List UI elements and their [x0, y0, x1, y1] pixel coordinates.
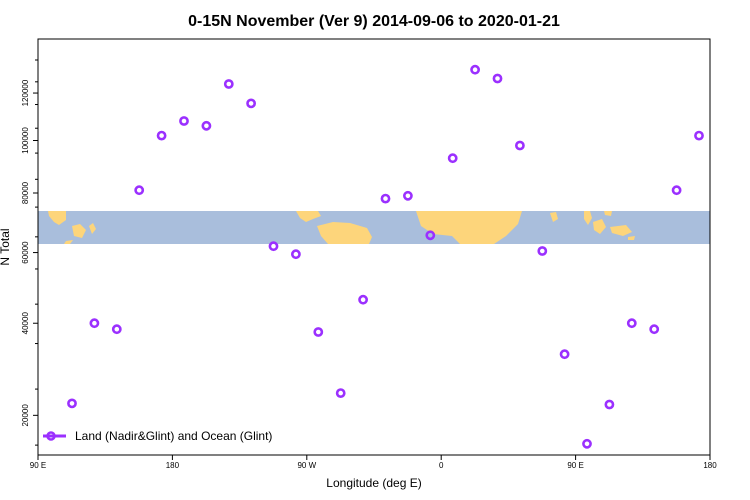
data-point	[335, 388, 346, 398]
y-tick-label: 100000	[21, 127, 30, 154]
data-point	[671, 185, 682, 196]
legend-label: Land (Nadir&Glint) and Ocean (Glint)	[75, 429, 272, 443]
data-point	[515, 140, 525, 151]
data-point	[537, 246, 548, 256]
data-point	[201, 120, 212, 131]
land-shapes	[48, 211, 635, 244]
y-tick-label: 40000	[21, 312, 30, 335]
data-point	[156, 130, 167, 141]
data-point	[582, 438, 592, 449]
chart-title: 0-15N November (Ver 9) 2014-09-06 to 202…	[188, 13, 560, 30]
data-point	[111, 324, 122, 335]
data-point	[470, 64, 480, 75]
data-point	[313, 327, 324, 337]
legend-marker-icon	[46, 431, 56, 441]
x-tick-label: 180	[166, 461, 180, 470]
data-point	[649, 324, 660, 335]
data-point	[425, 230, 436, 241]
data-point	[246, 98, 256, 109]
data-point	[179, 116, 189, 126]
data-point	[380, 193, 391, 204]
x-axis: 90 E 180 90 W 0 90 E 180	[30, 454, 717, 470]
data-point	[223, 79, 234, 89]
data-point	[89, 318, 100, 329]
data-points	[67, 64, 704, 449]
legend: Land (Nadir&Glint) and Ocean (Glint)	[43, 429, 272, 443]
y-tick-label: 60000	[21, 241, 30, 264]
data-point	[268, 241, 279, 252]
x-tick-label: 90 E	[567, 461, 583, 470]
x-tick-label: 180	[703, 461, 717, 470]
y-tick-label: 80000	[21, 181, 30, 204]
y-tick-label: 120000	[21, 79, 30, 106]
data-point	[626, 318, 637, 329]
ocean-band	[38, 211, 710, 244]
data-point	[559, 349, 570, 360]
data-point	[402, 190, 413, 201]
x-axis-label: Longitude (deg E)	[326, 476, 421, 490]
x-tick-label: 0	[439, 461, 444, 470]
data-point	[604, 399, 615, 410]
data-point	[358, 294, 368, 305]
data-point	[492, 73, 503, 84]
data-point	[67, 398, 77, 409]
plot-frame	[37, 38, 711, 456]
y-tick-label: 20000	[21, 404, 30, 427]
x-tick-label: 90 W	[297, 461, 316, 470]
data-point	[447, 153, 458, 164]
data-point	[134, 185, 145, 196]
x-tick-label: 90 E	[30, 461, 46, 470]
y-axis: 20000 40000 60000 80000 100000 120000	[21, 39, 39, 455]
y-axis-label: N Total	[0, 228, 12, 265]
data-point	[694, 130, 704, 141]
world-map-strip	[38, 211, 710, 244]
data-point	[290, 249, 301, 260]
